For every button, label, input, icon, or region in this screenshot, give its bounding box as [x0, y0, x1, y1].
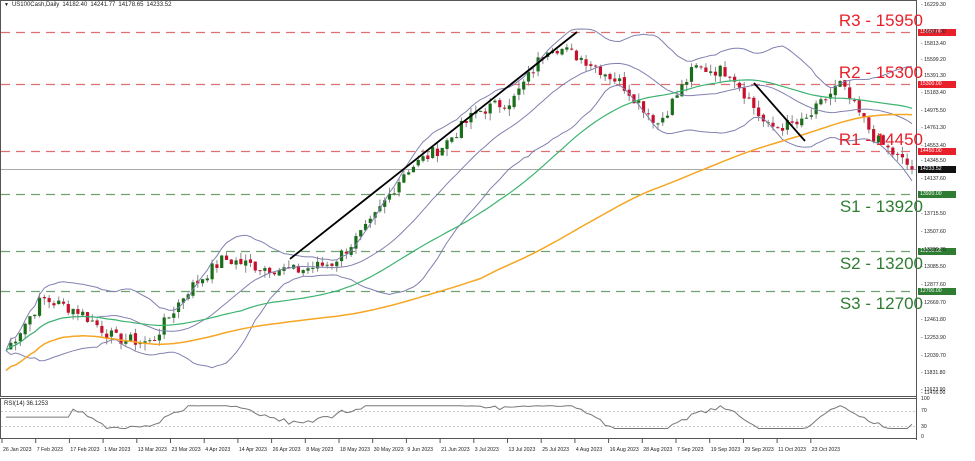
- chart-header: ▼ US100Cash,Daily 14182.40 14241.77 1417…: [4, 2, 171, 8]
- date-axis-tick: 4 Apr 2023: [205, 447, 231, 453]
- ma-fast-line: [5, 79, 913, 352]
- price-axis-tick: - 12877.60: [921, 282, 946, 288]
- date-axis-tick: 23 Oct 2023: [811, 447, 841, 453]
- level-label-s2: S2 - 13200: [839, 253, 923, 273]
- low-value: 14178.65: [118, 2, 144, 8]
- date-axis-tick: 11 Oct 2023: [778, 447, 806, 453]
- price-axis-tick: - 13507.60: [921, 229, 946, 235]
- date-axis-tick: 7 Feb 2023: [36, 447, 63, 453]
- rsi-label: RSI(14) 36.1253: [4, 401, 49, 407]
- date-axis-tick: 30 May 2023: [373, 447, 404, 453]
- candles: [9, 43, 914, 351]
- date-axis-tick: 17 Feb 2023: [70, 447, 100, 453]
- close-value: 14233.52: [146, 2, 172, 8]
- price-axis-tick: - 11623.90: [921, 387, 946, 393]
- price-axis-tick: - 16021.30: [921, 29, 946, 35]
- price-axis-tick: - 15813.40: [921, 41, 946, 47]
- downtrend-line[interactable]: [753, 82, 806, 142]
- date-axis-tick: 25 Jul 2023: [542, 447, 570, 453]
- level-price-tag-r3: 15950.00: [918, 29, 956, 36]
- rsi-line: [6, 405, 913, 430]
- rsi-axis-tick: 30: [921, 424, 927, 430]
- price-axis-tick: - 12039.70: [921, 353, 946, 359]
- level-price-tag-s3: 12700.00: [918, 288, 956, 295]
- main-plot-frame: [0, 0, 917, 397]
- price-axis-tick: - 15183.40: [921, 90, 946, 96]
- ma-slow-line: [5, 113, 913, 372]
- price-axis-tick: - 14761.30: [921, 125, 946, 131]
- open-value: 14182.40: [62, 2, 88, 8]
- price-axis-tick: - 16229.30: [921, 2, 946, 8]
- price-axis-tick: - 11831.80: [921, 370, 946, 376]
- level-label-r1: R1 - 14450: [838, 129, 923, 149]
- price-axis-tick: - 15599.20: [921, 57, 946, 63]
- rsi-axis-tick: 0: [921, 434, 924, 440]
- date-axis-tick: 13 Mar 2023: [137, 447, 167, 453]
- date-axis-tick: 3 Jul 2023: [474, 447, 499, 453]
- level-label-s3: S3 - 12700: [839, 293, 923, 313]
- uptrend-line[interactable]: [289, 31, 578, 260]
- date-axis-tick: 8 May 2023: [306, 447, 334, 453]
- date-axis-tick: 16 Aug 2023: [609, 447, 639, 453]
- current-price-tag: 14233.52: [918, 166, 956, 173]
- date-axis-tick: 13 Jul 2023: [508, 447, 536, 453]
- date-axis-tick: 18 May 2023: [340, 447, 370, 453]
- date-axis-tick: 4 Aug 2023: [575, 447, 603, 453]
- date-axis-tick: 23 Mar 2023: [171, 447, 201, 453]
- symbol-label: US100Cash,Daily: [11, 2, 60, 8]
- price-axis-tick: - 15391.30: [921, 73, 946, 79]
- bollinger-middle: [5, 62, 913, 351]
- level-price-tag-s1: 13920.00: [918, 191, 956, 198]
- date-axis-tick: 28 Aug 2023: [643, 447, 673, 453]
- price-axis-tick: - 13085.50: [921, 264, 946, 270]
- price-axis-tick: - 12461.80: [921, 317, 946, 323]
- level-label-s1: S1 - 13920: [839, 196, 923, 216]
- level-label-r2: R2 - 15300: [838, 62, 923, 82]
- price-axis-tick: - 13715.50: [921, 211, 946, 217]
- level-price-tag-r1: 14450.00: [918, 148, 956, 155]
- price-axis-tick: - 11416.00: [921, 390, 946, 396]
- date-axis-tick: 9 Jun 2023: [407, 447, 434, 453]
- level-price-tag-s2: 13200.00: [918, 248, 956, 255]
- date-axis-tick: 29 Sep 2023: [744, 447, 774, 453]
- date-axis-tick: 1 Mar 2023: [104, 447, 131, 453]
- bollinger-upper: [5, 28, 913, 351]
- rsi-plot-frame: [0, 398, 917, 439]
- collapse-triangle-icon[interactable]: ▼: [4, 2, 9, 8]
- level-price-tag-r2: 15300.00: [918, 81, 956, 88]
- price-axis-tick: - 12669.70: [921, 300, 946, 306]
- date-axis-tick: 14 Apr 2023: [238, 447, 267, 453]
- date-axis-tick: 26 Jan 2023: [3, 447, 32, 453]
- rsi-axis-tick: 70: [921, 408, 927, 414]
- date-axis-tick: 7 Sep 2023: [677, 447, 704, 453]
- price-axis-tick: - 14553.40: [921, 143, 946, 149]
- date-axis-tick: 21 Jun 2023: [441, 447, 470, 453]
- price-axis-tick: - 12253.90: [921, 335, 946, 341]
- price-axis-tick: - 14975.50: [921, 108, 946, 114]
- date-axis-tick: 19 Sep 2023: [710, 447, 741, 453]
- high-value: 14241.77: [90, 2, 116, 8]
- price-axis-tick: - 14345.50: [921, 158, 946, 164]
- price-axis-tick: - 13299.70: [921, 247, 946, 253]
- date-axis-tick: 26 Apr 2023: [272, 447, 301, 453]
- price-axis-tick: - 14137.60: [921, 176, 946, 182]
- rsi-axis-tick: 100: [921, 396, 930, 402]
- level-label-r3: R3 - 15950: [838, 10, 923, 30]
